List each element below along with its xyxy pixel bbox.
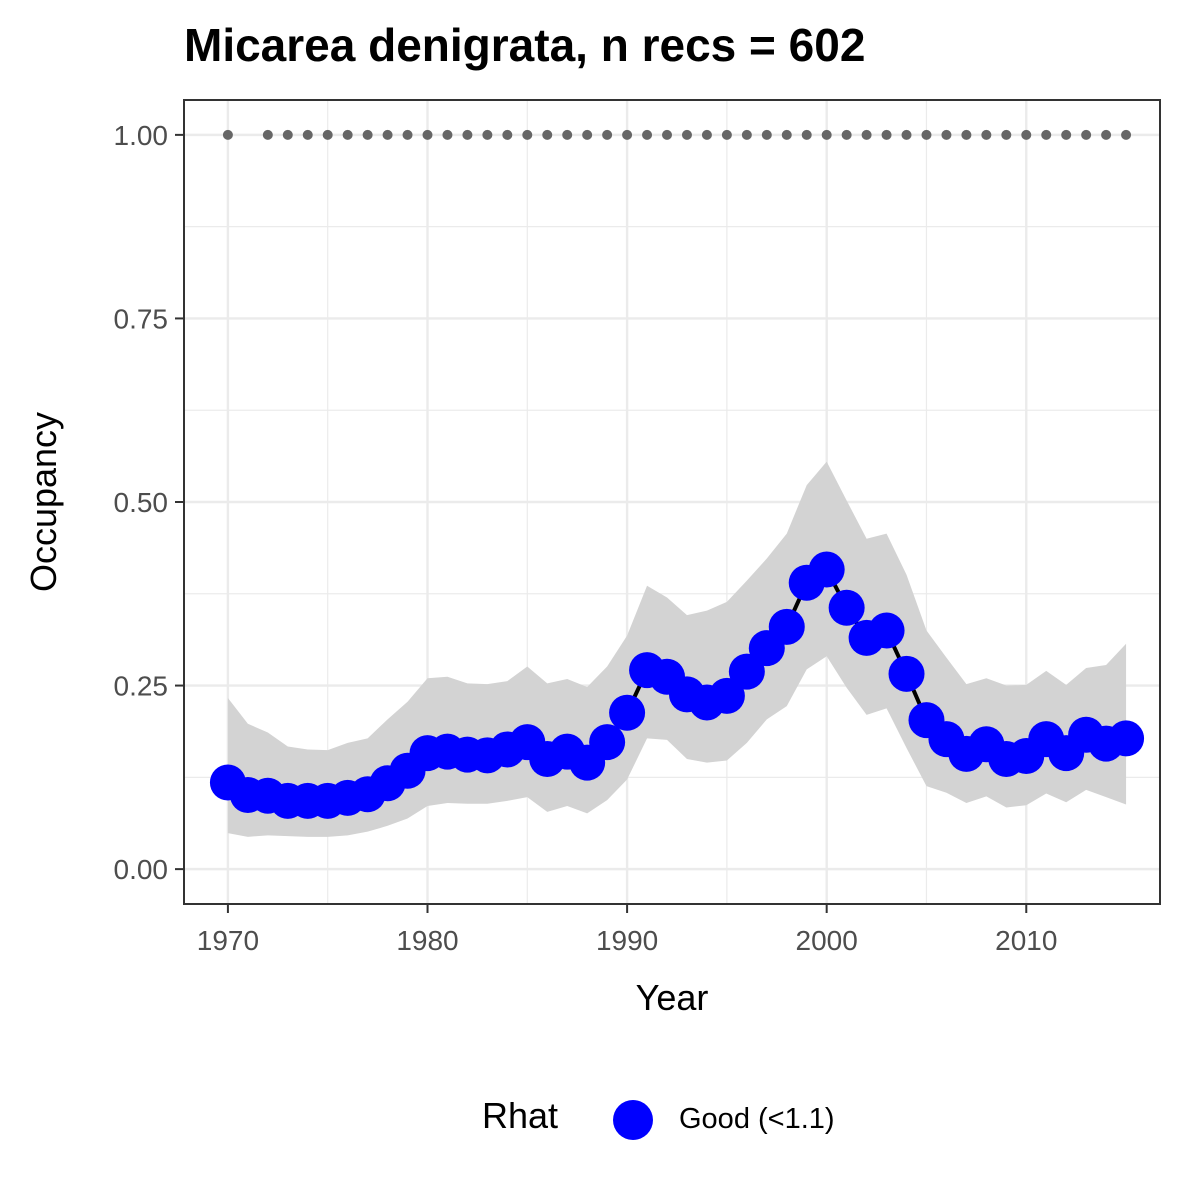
legend-key-point [613,1100,653,1140]
data-point [888,655,925,692]
record-marker [342,129,353,140]
record-marker [662,129,673,140]
record-marker [721,129,732,140]
record-marker [741,129,752,140]
record-marker [462,129,473,140]
y-tick-label: 1.00 [114,120,169,151]
record-marker [1041,129,1052,140]
record-marker [681,129,692,140]
record-marker [701,129,712,140]
record-marker [1021,129,1032,140]
record-marker [502,129,513,140]
record-marker [861,129,872,140]
record-marker [422,129,433,140]
record-marker [1061,129,1072,140]
record-marker [961,129,972,140]
y-tick-label: 0.50 [114,487,169,518]
data-point [708,677,745,714]
x-tick-label: 1990 [596,925,658,956]
record-marker [602,129,613,140]
data-point [808,551,845,588]
record-marker [901,129,912,140]
record-marker [402,129,413,140]
record-marker [362,129,373,140]
record-marker [1101,129,1112,140]
plot-area: 0.00 0.25 0.50 0.75 1.00 1970 1980 1990 2000 2010… [23,99,1161,1018]
x-tick-label: 1980 [396,925,458,956]
legend-title: Rhat [482,1095,559,1136]
record-marker [841,129,852,140]
y-tick-label: 0.75 [114,303,169,334]
record-marker [821,129,832,140]
legend-label: Good (<1.1) [679,1103,835,1135]
y-tick-label: 0.00 [114,854,169,885]
record-marker [781,129,792,140]
data-point [609,694,646,731]
x-axis-title: Year [636,977,709,1018]
record-marker [542,129,553,140]
record-marker [582,129,593,140]
record-marker [1001,129,1012,140]
record-marker [302,129,313,140]
data-point [1108,720,1145,757]
record-marker [382,129,393,140]
record-marker [1121,129,1132,140]
record-marker [981,129,992,140]
record-marker [522,129,533,140]
data-point [828,589,865,626]
record-marker [761,129,772,140]
axes: 0.00 0.25 0.50 0.75 1.00 1970 1980 1990 2000 2010 [114,120,1058,956]
record-marker [482,129,493,140]
chart-title: Micarea denigrata, n recs = 602 [184,19,866,71]
record-marker [622,129,633,140]
x-tick-label: 2010 [995,925,1057,956]
record-marker [801,129,812,140]
x-tick-label: 2000 [796,925,858,956]
record-marker [1081,129,1092,140]
record-marker [222,129,233,140]
record-marker [941,129,952,140]
record-marker [262,129,273,140]
records-markers [222,129,1132,140]
record-marker [881,129,892,140]
legend: Rhat Good (<1.1) [0,1090,1200,1150]
record-marker [442,129,453,140]
record-marker [921,129,932,140]
y-axis-title: Occupancy [23,412,64,592]
record-marker [562,129,573,140]
data-point [728,653,765,690]
record-marker [322,129,333,140]
record-marker [282,129,293,140]
occupancy-points [209,551,1145,819]
x-tick-label: 1970 [197,925,259,956]
record-marker [642,129,653,140]
data-point [589,724,626,761]
data-point [768,608,805,645]
y-tick-label: 0.25 [114,671,169,702]
data-point [868,612,905,649]
